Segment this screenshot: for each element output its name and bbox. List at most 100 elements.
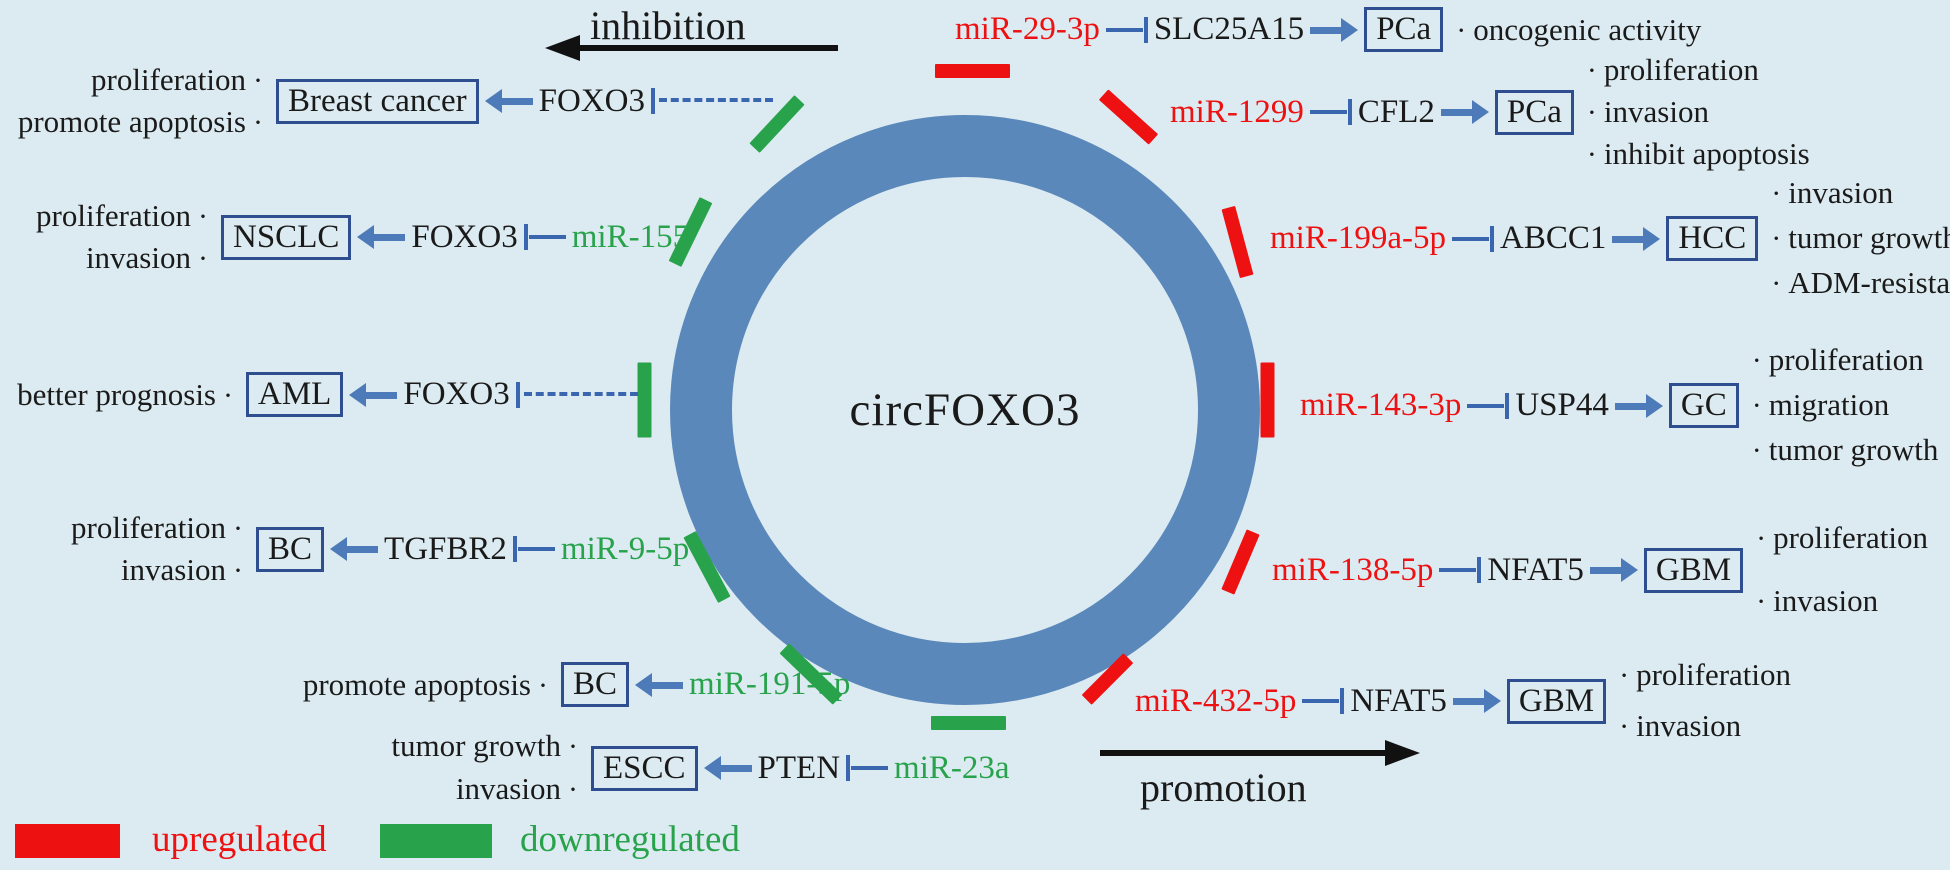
effect-text: proliferation xyxy=(1636,657,1792,692)
effect-text: ADM-resistant xyxy=(1788,265,1950,300)
legend-upregulated-label: upregulated xyxy=(152,819,327,860)
bullet-dot: · xyxy=(1751,434,1762,467)
circrna-title: circFOXO3 xyxy=(849,384,1081,436)
gene-label: FOXO3 xyxy=(403,376,510,412)
effects-list: proliferation · invasion · xyxy=(60,507,250,591)
inhibition-bar-icon xyxy=(1467,391,1510,421)
effect-text: better prognosis xyxy=(17,376,216,412)
pathway-escc: tumor growth · invasion · ESCC PTEN miR-23… xyxy=(300,725,1010,811)
inhibition-bar-icon xyxy=(1439,555,1482,585)
tick-downregulated-mir-23a xyxy=(931,716,1006,730)
inhibition-bar-icon xyxy=(846,753,889,783)
inhibition-dashed-line-icon xyxy=(515,380,638,410)
bullet-dot: · xyxy=(253,64,263,97)
pathway-bc-mir191: promote apoptosis · BC miR-191-5p xyxy=(245,662,850,707)
effect-text: invasion xyxy=(120,552,226,587)
gene-label: SLC25A15 xyxy=(1153,11,1305,47)
mirna-label: miR-199a-5p xyxy=(1270,220,1446,256)
mirna-label: miR-432-5p xyxy=(1135,682,1297,719)
promote-arrow-right-icon xyxy=(1614,393,1663,419)
pathway-hcc-abcc1: miR-199a-5p ABCC1 HCC · invasion · tumor g… xyxy=(1270,171,1950,306)
effects-list: · proliferation · invasion xyxy=(1749,507,1928,633)
pathway-pca-cfl2: miR-1299 CFL2 PCa · proliferation · invasi… xyxy=(1170,49,1810,175)
pathway-breast-cancer: proliferation · promote apoptosis · Breast… xyxy=(15,59,773,143)
effect-text: promote apoptosis xyxy=(17,104,246,139)
bullet-dot: · xyxy=(1586,96,1597,129)
cancer-box: PCa xyxy=(1494,89,1574,135)
effect-text: inhibit apoptosis xyxy=(1603,136,1810,171)
cancer-box: GBM xyxy=(1506,678,1607,724)
inhibition-arrow-head-icon xyxy=(545,35,580,61)
tick-upregulated-mir-29-3p xyxy=(935,64,1010,78)
effect-text: tumor growth xyxy=(1788,220,1950,255)
inhibition-bar-icon xyxy=(1302,686,1345,716)
cancer-box: PCa xyxy=(1364,7,1444,52)
bullet-dot: · xyxy=(1619,659,1630,692)
effect-text: proliferation xyxy=(1773,520,1929,555)
effect-text: invasion xyxy=(1788,175,1894,210)
bullet-dot: · xyxy=(1756,522,1767,555)
mirna-label: miR-29-3p xyxy=(955,11,1100,47)
promote-arrow-right-icon xyxy=(1612,226,1661,252)
effects-list: ·invasion ·tumor growth ·ADM-resistant xyxy=(1764,171,1950,306)
bullet-dot: · xyxy=(1751,344,1762,377)
legend-upregulated-swatch xyxy=(15,824,120,858)
effects-list: · proliferation · invasion · inhibit apopto… xyxy=(1580,49,1810,175)
bullet-dot: · xyxy=(1586,138,1597,171)
mirna-label: miR-143-3p xyxy=(1300,387,1462,423)
effects-list: better prognosis · xyxy=(5,374,240,416)
cancer-box: NSCLC xyxy=(221,214,352,260)
gene-label: CFL2 xyxy=(1357,93,1435,130)
inhibition-bar-icon xyxy=(1309,97,1352,127)
legend-downregulated-swatch xyxy=(380,824,492,858)
bullet-dot: · xyxy=(1771,267,1782,300)
effect-text: invasion xyxy=(1773,583,1879,618)
tick-upregulated-mir-143-3p xyxy=(1260,362,1275,438)
effect-text: proliferation xyxy=(71,510,226,545)
legend-downregulated-label: downregulated xyxy=(520,819,740,860)
effect-text: oncogenic activity xyxy=(1473,11,1702,47)
gene-label: USP44 xyxy=(1515,387,1609,423)
bullet-dot: · xyxy=(568,730,578,763)
bullet-dot: · xyxy=(1771,177,1782,210)
effect-text: migration xyxy=(1768,387,1890,422)
effects-list: · proliferation · invasion xyxy=(1612,650,1791,752)
inhibition-dashed-line-icon xyxy=(651,86,773,116)
bullet-dot: · xyxy=(233,512,243,545)
inhibition-bar-icon xyxy=(512,534,555,564)
promote-arrow-right-icon xyxy=(1310,17,1359,43)
bullet-dot: · xyxy=(198,242,208,275)
promote-arrow-right-icon xyxy=(1440,99,1489,125)
cancer-box: GC xyxy=(1668,383,1739,428)
bullet-dot: · xyxy=(568,773,578,806)
bullet-dot: · xyxy=(1771,222,1782,255)
gene-label: NFAT5 xyxy=(1350,682,1447,719)
promote-arrow-right-icon xyxy=(1452,688,1501,714)
effect-text: invasion xyxy=(1636,708,1742,743)
mirna-label: miR-191-5p xyxy=(689,666,851,702)
mirna-label: miR-155 xyxy=(571,218,690,255)
pathway-aml: better prognosis · AML FOXO3 xyxy=(5,372,638,417)
gene-label: FOXO3 xyxy=(411,218,518,255)
cancer-box: GBM xyxy=(1643,547,1744,593)
effects-list: proliferation · invasion · xyxy=(15,195,215,279)
cancer-box: ESCC xyxy=(591,745,698,791)
cancer-box: BC xyxy=(561,662,630,707)
effect-text: invasion xyxy=(85,240,191,275)
effect-text: invasion xyxy=(1603,94,1709,129)
inhibition-arrow-shaft xyxy=(575,45,838,51)
mirna-label: miR-23a xyxy=(894,749,1010,786)
bullet-dot: · xyxy=(1456,13,1467,47)
cancer-box: Breast cancer xyxy=(276,78,479,124)
promote-arrow-left-icon xyxy=(484,88,533,114)
bullet-dot: · xyxy=(223,378,233,412)
bullet-dot: · xyxy=(1619,710,1630,743)
bullet-dot: · xyxy=(1751,389,1762,422)
promote-arrow-left-icon xyxy=(330,536,379,562)
gene-label: NFAT5 xyxy=(1487,551,1584,588)
effects-list: tumor growth · invasion · xyxy=(300,725,585,811)
effect-text: proliferation xyxy=(1768,342,1924,377)
effects-list: promote apoptosis · xyxy=(245,664,555,706)
pathway-bc-tgfbr2: proliferation · invasion · BC TGFBR2 miR-9… xyxy=(60,507,689,591)
